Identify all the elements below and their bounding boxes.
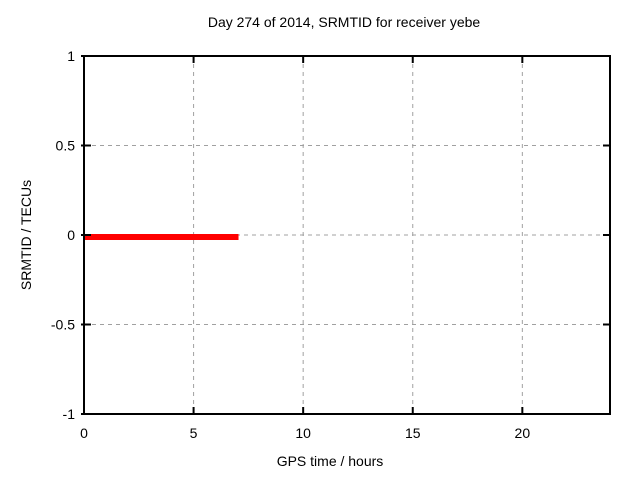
chart-title: Day 274 of 2014, SRMTID for receiver yeb… xyxy=(207,14,481,30)
y-tick-label: -1 xyxy=(63,406,76,422)
x-tick-label: 0 xyxy=(80,425,88,441)
x-tick-label: 20 xyxy=(515,425,531,441)
plot-border xyxy=(83,55,611,415)
x-tick-label: 5 xyxy=(190,425,198,441)
y-tick-label: 0 xyxy=(67,227,75,243)
y-tick-label: 0.5 xyxy=(56,138,76,154)
x-tick-label: 10 xyxy=(295,425,311,441)
x-tick-label: 15 xyxy=(405,425,421,441)
x-axis-label: GPS time / hours xyxy=(276,453,384,469)
y-tick-label: -0.5 xyxy=(51,317,75,333)
y-tick-label: 1 xyxy=(67,48,75,64)
